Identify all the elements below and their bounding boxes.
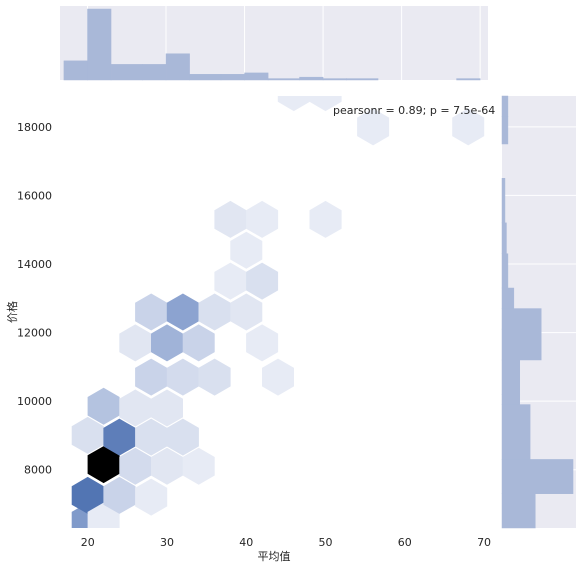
top-hist-bar <box>189 74 222 81</box>
top-hist-bar <box>456 78 481 81</box>
top-hist-bar <box>322 78 347 81</box>
top-hist-bar <box>244 72 269 81</box>
y-tick-label: 10000 <box>17 395 52 408</box>
right-hist-bar <box>501 308 542 330</box>
hexbin-cell <box>246 262 279 300</box>
hexbin-cell <box>182 447 215 485</box>
hexbin-cell <box>309 200 342 238</box>
top-hist-bar <box>63 60 88 81</box>
top-hist-bar <box>110 64 143 81</box>
y-tick-label: 18000 <box>17 121 52 134</box>
x-tick-label: 20 <box>81 536 95 549</box>
right-hist-bar <box>501 459 574 494</box>
hexbin-cell <box>182 324 215 362</box>
top-hist-bar <box>346 78 379 81</box>
x-tick-label: 50 <box>319 536 333 549</box>
hexbin-cell <box>357 108 390 146</box>
right-hist-bar <box>501 253 509 289</box>
main-hexbin-axes: 20 30 40 50 60 70 8000 10000 12000 14000 16000 180… <box>5 96 495 563</box>
right-hist-bar <box>501 222 507 254</box>
hexbin-cell <box>262 358 294 396</box>
hexbin-cell <box>246 324 279 362</box>
hexbin-cell <box>214 262 247 300</box>
hexbin-cell <box>135 293 168 331</box>
right-hist-bar <box>501 394 521 405</box>
hexbin-cell <box>230 231 263 269</box>
right-hist-bar <box>501 493 536 529</box>
hexbin-cell <box>198 358 231 396</box>
hexbin-cell <box>71 416 104 454</box>
top-hist-bar <box>87 8 112 81</box>
right-hist-bars <box>501 95 574 529</box>
x-tick-label: 70 <box>477 536 491 549</box>
y-tick-label: 12000 <box>17 327 52 340</box>
y-tick-labels: 8000 10000 12000 14000 16000 18000 <box>17 121 52 477</box>
hexbin-cell <box>166 293 199 331</box>
top-hist-bar <box>299 76 324 81</box>
y-tick-label: 8000 <box>24 464 52 477</box>
hexbin-cell <box>166 358 199 396</box>
y-tick-label: 16000 <box>17 189 52 202</box>
hexbin-cell <box>214 200 247 238</box>
y-tick-label: 14000 <box>17 258 52 271</box>
top-hist-bar <box>165 53 190 81</box>
right-marginal-histogram <box>501 95 576 529</box>
x-axis-label: 平均值 <box>258 550 291 563</box>
hexbin-cell <box>119 447 152 485</box>
hexbin-cell <box>103 418 136 456</box>
hexbin-cell <box>135 358 168 396</box>
right-hist-bar <box>501 287 515 309</box>
hexbin-cell <box>135 478 168 516</box>
hexbin-cell <box>135 418 168 456</box>
pearson-annotation: pearsonr = 0.89; p = 7.5e-64 <box>333 104 495 117</box>
hexbin-cell <box>87 446 120 484</box>
hexbin-cell <box>166 418 199 456</box>
top-hist-bar <box>267 78 300 81</box>
right-hist-bar <box>501 328 542 361</box>
x-tick-labels: 20 30 40 50 60 70 <box>81 536 491 549</box>
top-hist-bar <box>220 74 245 81</box>
right-hist-bar <box>501 178 506 224</box>
top-marginal-histogram <box>60 6 488 81</box>
hexbin-cell <box>246 200 279 238</box>
x-tick-label: 40 <box>239 536 253 549</box>
hexbin-cell <box>309 96 342 112</box>
hexbin-cell <box>103 476 136 514</box>
hexbin-cell <box>452 108 485 146</box>
hexbin-cell <box>198 293 231 331</box>
top-hist-bars <box>63 8 481 81</box>
right-hist-bar <box>501 116 509 145</box>
hexbin-cells <box>71 96 485 528</box>
right-hist-bar <box>501 359 521 395</box>
x-tick-label: 60 <box>398 536 412 549</box>
hexbin-cell <box>87 387 120 425</box>
hexbin-cell <box>230 293 263 331</box>
hexbin-cell <box>119 389 152 427</box>
y-axis-label: 价格 <box>5 301 19 323</box>
top-hist-bar <box>142 64 167 81</box>
right-hist-bar <box>501 95 509 117</box>
hexbin-cell <box>151 447 183 485</box>
hexbin-cell <box>71 476 104 514</box>
x-tick-label: 30 <box>160 536 174 549</box>
hexbin-cell <box>151 324 183 362</box>
hexbin-cell <box>151 389 183 427</box>
hexbin-cell <box>277 96 310 112</box>
hexbin-cell <box>119 324 152 362</box>
right-hist-bar <box>501 404 531 460</box>
